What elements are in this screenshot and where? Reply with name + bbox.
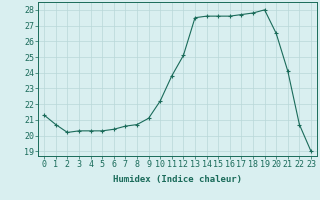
X-axis label: Humidex (Indice chaleur): Humidex (Indice chaleur) xyxy=(113,175,242,184)
